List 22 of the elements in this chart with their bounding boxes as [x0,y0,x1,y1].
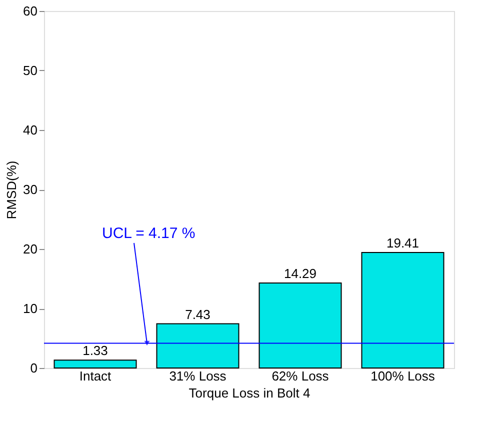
bar [258,282,342,368]
x-axis-title: Torque Loss in Bolt 4 [188,386,310,400]
ref-line-label: UCL = 4.17 % [102,225,196,242]
y-tick-label: 0 [30,360,38,376]
x-tick-label: 100% Loss [370,368,436,384]
x-tick-label: Intact [79,368,112,384]
bar [361,252,444,368]
data-label: 14.29 [284,266,317,281]
y-tick-label: 30 [23,182,38,197]
y-tick-label: 20 [23,242,38,256]
bar [54,360,137,368]
data-label: 19.41 [386,236,420,251]
y-tick-label: 40 [23,122,38,138]
y-axis-title: RMSD(%) [4,160,20,220]
data-label: 1.33 [82,343,108,358]
bar [156,323,240,368]
x-tick-label: 62% Loss [272,368,330,384]
x-tick-label: 31% Loss [169,368,227,384]
y-tick-label: 50 [23,63,38,78]
y-tick-label: 10 [23,301,38,316]
data-label: 7.43 [185,306,210,322]
y-tick-label: 60 [23,4,38,18]
